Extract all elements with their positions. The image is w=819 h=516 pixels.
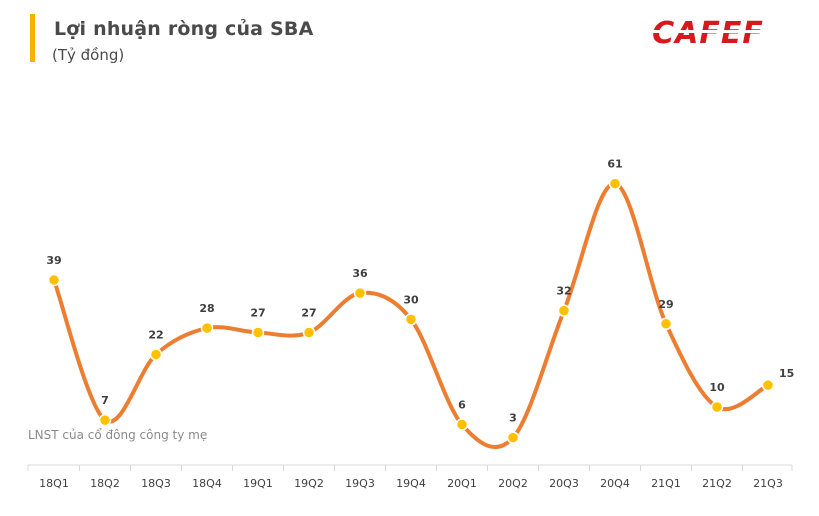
data-point-18Q3	[149, 348, 163, 361]
data-labels: 39 7 22 28 27 27 36 30 6 3 32 61 29 10 15	[46, 158, 794, 425]
x-axis	[27, 464, 793, 471]
data-point-21Q2	[710, 400, 724, 414]
data-point-19Q3	[353, 286, 367, 300]
data-label-18Q2: 7	[101, 394, 109, 407]
data-point-19Q4	[404, 313, 418, 326]
data-label-19Q2: 27	[301, 307, 316, 320]
data-label-18Q3: 22	[148, 328, 163, 341]
data-label-19Q4: 30	[403, 293, 419, 306]
x-tick-label-21Q1: 21Q1	[651, 477, 681, 490]
cafef-logo: CAFEF	[625, 16, 793, 49]
data-label-21Q2: 10	[709, 381, 725, 394]
x-tick-label-20Q3: 20Q3	[549, 477, 579, 490]
data-point-18Q4	[200, 321, 214, 335]
x-tick-label-21Q3: 21Q3	[753, 477, 783, 490]
data-point-18Q2	[98, 413, 112, 427]
title-accent-bar	[30, 14, 35, 62]
x-tick-label-19Q3: 19Q3	[345, 477, 375, 490]
data-label-21Q1: 29	[658, 298, 673, 311]
data-point-19Q1	[251, 326, 265, 339]
data-point-20Q1	[455, 418, 469, 431]
data-label-18Q4: 28	[199, 302, 214, 315]
data-label-18Q1: 39	[46, 254, 61, 267]
data-point-20Q3	[557, 304, 571, 317]
data-point-20Q2	[506, 431, 520, 444]
x-tick-label-20Q4: 20Q4	[600, 477, 630, 490]
data-markers	[47, 177, 775, 444]
data-point-20Q4	[608, 177, 622, 190]
data-label-19Q3: 36	[352, 267, 368, 280]
x-tick-label-18Q2: 18Q2	[90, 477, 120, 490]
data-label-20Q4: 61	[607, 158, 622, 171]
x-tick-label-19Q4: 19Q4	[396, 477, 426, 490]
x-tick-labels: 18Q1 18Q2 18Q3 18Q4 19Q1 19Q2 19Q3 19Q4 20Q1 20Q2…	[39, 477, 783, 490]
x-tick-label-19Q2: 19Q2	[294, 477, 324, 490]
x-tick-label-18Q3: 18Q3	[141, 477, 171, 490]
data-point-21Q3	[761, 378, 775, 392]
data-label-21Q3: 15	[779, 367, 794, 380]
chart-title: Lợi nhuận ròng của SBA	[54, 18, 314, 40]
series-label: LNST của cổ đông công ty mẹ	[28, 428, 208, 442]
x-tick-label-19Q1: 19Q1	[243, 477, 273, 490]
data-label-19Q1: 27	[250, 307, 265, 320]
data-label-20Q3: 32	[556, 285, 571, 298]
data-label-20Q1: 6	[458, 399, 466, 412]
data-label-20Q2: 3	[509, 412, 517, 425]
data-point-19Q2	[302, 326, 316, 339]
x-tick-label-18Q4: 18Q4	[192, 477, 222, 490]
x-tick-label-21Q2: 21Q2	[702, 477, 732, 490]
data-point-21Q1	[659, 317, 673, 331]
data-point-18Q1	[47, 273, 61, 287]
chart-unit-subtitle: (Tỷ đồng)	[52, 46, 125, 64]
x-tick-label-20Q1: 20Q1	[447, 477, 477, 490]
x-tick-label-18Q1: 18Q1	[39, 477, 69, 490]
x-tick-label-20Q2: 20Q2	[498, 477, 528, 490]
